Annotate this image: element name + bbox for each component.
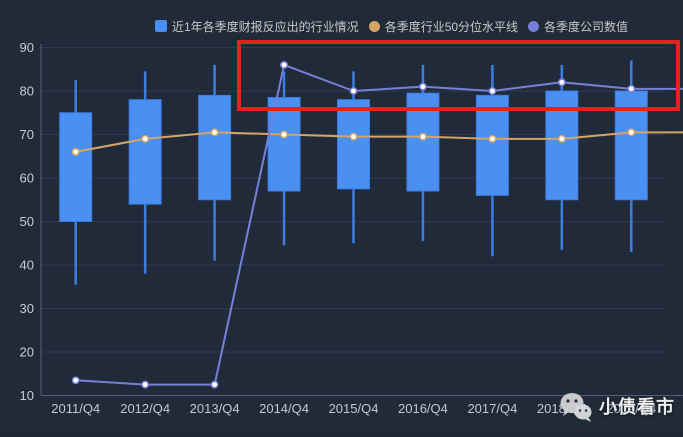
percentile-point [280, 130, 289, 139]
y-axis-label: 60 [20, 171, 34, 186]
candle-body [198, 94, 232, 201]
x-axis-label: 2012/Q4 [120, 401, 170, 416]
watermark-text: 小债看市 [599, 397, 675, 417]
x-axis-label: 2011/Q4 [51, 401, 100, 416]
candle-body [59, 112, 93, 222]
percentile-point [418, 132, 427, 141]
percentile-point [488, 134, 497, 143]
blue-square-legend-icon [155, 20, 167, 32]
x-axis-label: 2017/Q4 [467, 401, 517, 416]
y-axis-label: 30 [20, 301, 34, 316]
watermark: 小债看市 [552, 389, 675, 423]
candle-body [337, 99, 370, 190]
company-count-point [141, 380, 150, 389]
chart-legend: 近1年各季度财报反应出的行业情况 各季度行业50分位水平线 各季度公司数值 [155, 18, 628, 34]
percentile-point [627, 128, 636, 137]
x-axis-label: 2019/Q4 [606, 401, 656, 416]
wechat-icon [560, 393, 592, 422]
legend-label: 近1年各季度财报反应出的行业情况 [172, 19, 359, 34]
y-axis-label: 10 [20, 388, 34, 403]
company-count-point [280, 60, 289, 69]
legend-label: 各季度公司数值 [544, 19, 629, 34]
y-axis-label: 80 [20, 84, 34, 99]
candle-body [614, 90, 648, 201]
company-count-point [71, 376, 80, 385]
x-axis-label: 2015/Q4 [329, 401, 379, 416]
candle-body [475, 94, 509, 196]
x-axis-label: 2013/Q4 [190, 401, 240, 416]
company-count-point [488, 87, 497, 95]
orange-dot-legend-icon [368, 20, 380, 32]
candle-body [406, 92, 440, 192]
company-count-line [75, 63, 683, 386]
company-count-point [210, 380, 219, 389]
y-axis-label: 70 [20, 127, 34, 142]
y-axis-label: 20 [20, 345, 34, 360]
purple-dot-legend-icon [528, 20, 540, 32]
y-axis-label: 90 [20, 40, 34, 55]
legend-label: 各季度行业50分位水平线 [384, 19, 519, 34]
legend-item-company-count-line[interactable]: 各季度公司数值 [528, 18, 628, 35]
legend-item-industry-candlestick[interactable]: 近1年各季度财报反应出的行业情况 [155, 18, 359, 35]
candle-body [128, 99, 162, 205]
percentile-point [210, 128, 219, 137]
company-count-point [418, 82, 427, 91]
percentile-line [75, 131, 683, 153]
percentile-point [141, 134, 150, 143]
company-count-point [627, 84, 636, 93]
percentile-point [557, 134, 566, 143]
legend-item-50th-percentile-line[interactable]: 各季度行业50分位水平线 [368, 18, 519, 35]
candle-body [267, 97, 301, 192]
company-count-point [349, 87, 358, 95]
percentile-point [71, 147, 80, 156]
x-axis-label: 2016/Q4 [398, 401, 448, 416]
y-axis-label: 50 [20, 214, 34, 229]
percentile-point [349, 132, 358, 141]
y-axis-label: 40 [20, 258, 34, 273]
bottom-strip [0, 431, 683, 437]
company-count-point [557, 78, 566, 87]
candle-body [545, 90, 579, 201]
x-axis-label: 2014/Q4 [259, 401, 309, 416]
